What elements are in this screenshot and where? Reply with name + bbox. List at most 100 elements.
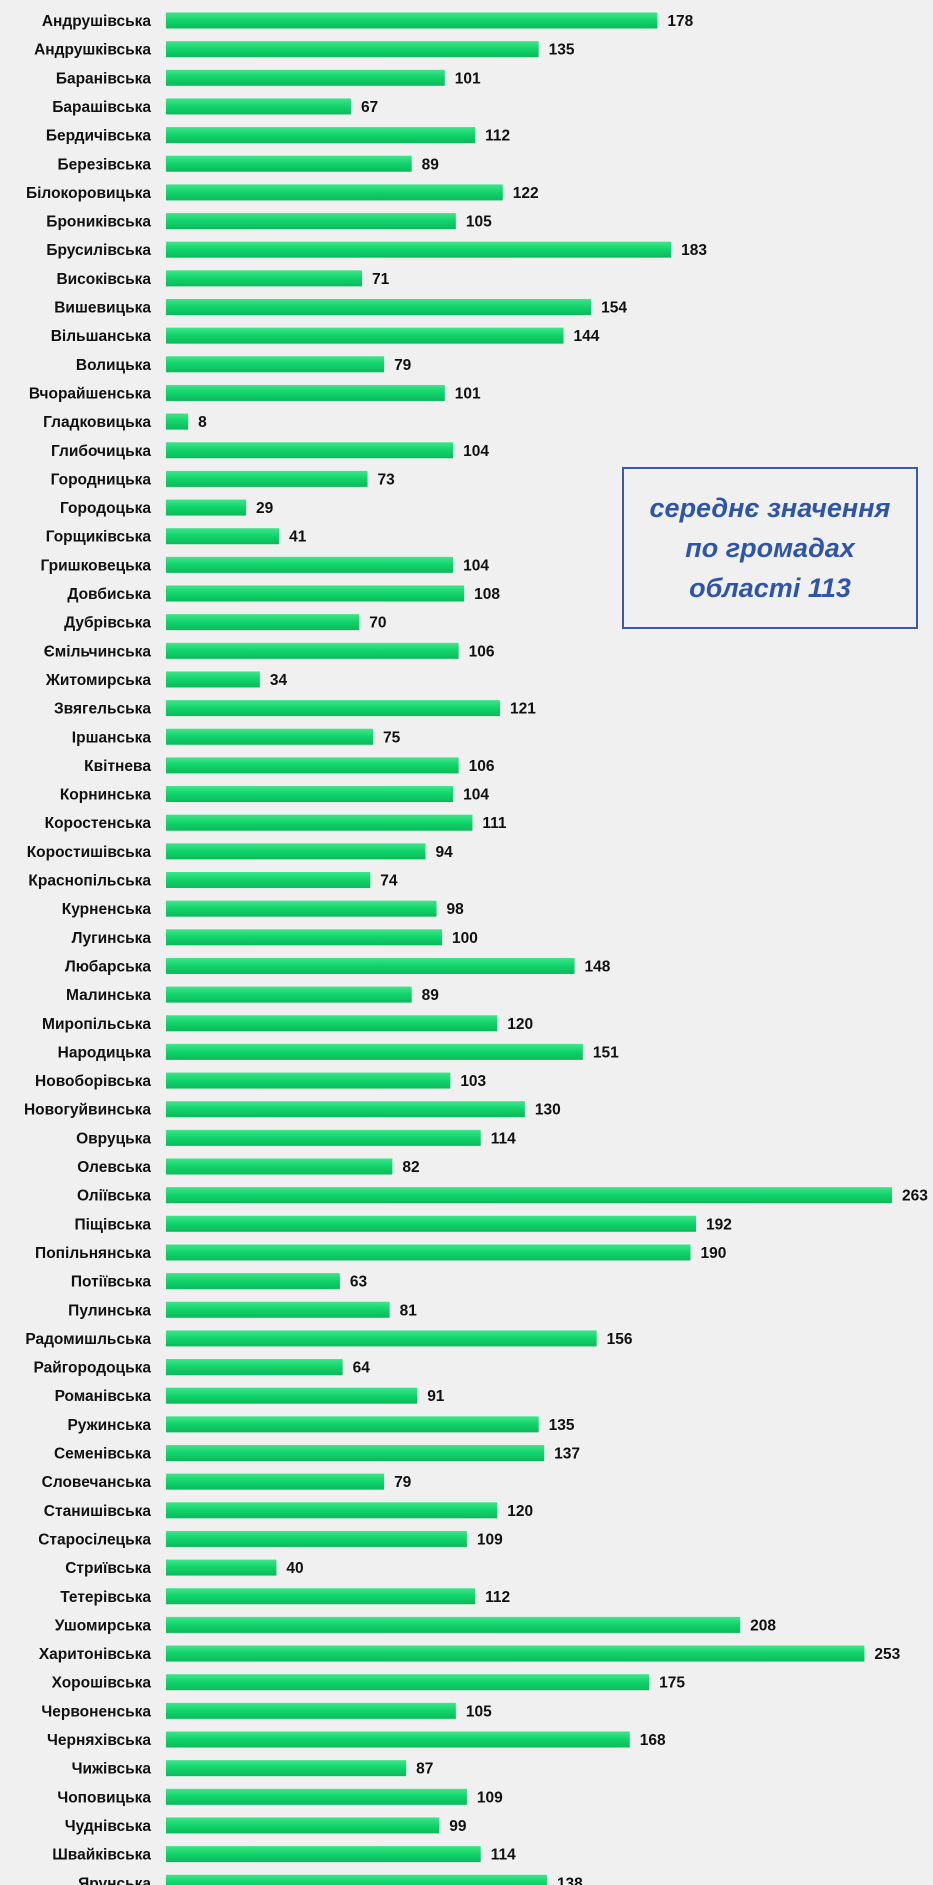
value-label: 74: [380, 873, 398, 890]
bar: [166, 585, 465, 602]
value-label: 263: [902, 1188, 928, 1205]
bar: [166, 1846, 481, 1863]
category-label: Глибочицька: [51, 443, 151, 460]
value-label: 104: [463, 787, 489, 804]
category-label: Барашівська: [52, 99, 151, 116]
value-label: 29: [256, 500, 274, 517]
bar: [166, 1330, 597, 1347]
bar: [166, 155, 412, 172]
category-label: Ярунська: [78, 1875, 151, 1885]
value-label: 106: [469, 643, 495, 660]
category-label: Курненська: [62, 901, 152, 918]
value-label: 91: [427, 1388, 445, 1405]
bar: [166, 127, 476, 144]
value-label: 99: [449, 1818, 467, 1835]
category-label: Черняхівська: [47, 1732, 151, 1749]
category-label: Харитонівська: [39, 1646, 152, 1663]
category-label: Лугинська: [72, 930, 152, 947]
category-label: Швайківська: [52, 1847, 151, 1864]
value-label: 253: [874, 1646, 900, 1663]
value-label: 120: [507, 1016, 533, 1033]
value-label: 112: [485, 1589, 510, 1606]
bar: [166, 1502, 498, 1519]
bar: [166, 356, 385, 373]
value-label: 81: [400, 1302, 418, 1319]
bar: [166, 1473, 385, 1490]
bar: [166, 814, 473, 831]
category-label: Горщиківська: [46, 529, 152, 546]
bar: [166, 384, 445, 401]
bar: [166, 642, 459, 659]
value-label: 156: [607, 1331, 633, 1348]
value-label: 192: [706, 1216, 732, 1233]
category-label: Городницька: [51, 471, 152, 488]
bar: [166, 299, 592, 315]
value-label: 135: [549, 42, 575, 59]
bar: [166, 1129, 481, 1146]
bar: [166, 556, 454, 573]
value-label: 89: [422, 987, 440, 1004]
category-label: Любарська: [65, 958, 151, 975]
value-label: 104: [463, 557, 489, 574]
value-label: 106: [469, 758, 495, 775]
bar: [166, 12, 658, 29]
category-label: Коростенська: [45, 815, 152, 832]
value-label: 148: [585, 958, 611, 975]
bar: [166, 1187, 892, 1204]
bar: [166, 1817, 440, 1834]
category-label: Миропільська: [42, 1016, 151, 1033]
value-label: 175: [659, 1675, 685, 1692]
category-label: Високівська: [56, 271, 151, 288]
value-label: 100: [452, 930, 478, 947]
bar: [166, 843, 426, 860]
bar: [166, 1359, 343, 1376]
value-label: 79: [394, 357, 412, 374]
value-label: 105: [466, 214, 492, 231]
bar: [166, 757, 459, 774]
bar: [166, 1273, 340, 1290]
bar: [166, 1387, 418, 1404]
value-label: 109: [477, 1531, 503, 1548]
bars-layer: Андрушівська 178 Андрушківська 135 Баранівсь…: [24, 12, 928, 1885]
category-label: Чоповицька: [57, 1789, 151, 1806]
bar: [166, 986, 412, 1003]
value-label: 108: [474, 586, 500, 603]
bar: [166, 1445, 545, 1461]
category-label: Коростишівська: [27, 844, 152, 861]
annotation-line-2: по громадах: [685, 533, 855, 563]
category-label: Краснопільська: [28, 873, 151, 890]
value-label: 8: [198, 414, 207, 431]
category-label: Корнинська: [60, 787, 152, 804]
average-annotation: середнє значення по громадах області 113: [622, 467, 918, 629]
category-label: Малинська: [66, 987, 151, 1004]
category-label: Олевська: [77, 1159, 151, 1176]
category-label: Семенівська: [54, 1446, 151, 1463]
bar: [166, 1158, 393, 1175]
bar: [166, 614, 360, 631]
value-label: 135: [549, 1417, 575, 1434]
value-label: 109: [477, 1789, 503, 1806]
category-label: Тетерівська: [60, 1589, 151, 1606]
value-label: 168: [640, 1732, 666, 1749]
category-label: Станишівська: [44, 1503, 152, 1520]
category-label: Ушомирська: [55, 1617, 152, 1634]
value-label: 111: [482, 815, 507, 832]
category-label: Оліївська: [77, 1188, 151, 1205]
category-label: Андрушківська: [34, 42, 151, 59]
annotation-line-3: області 113: [689, 573, 851, 603]
value-label: 101: [455, 385, 481, 402]
bar: [166, 1674, 650, 1691]
value-label: 122: [513, 185, 539, 202]
bar: [166, 1702, 456, 1719]
value-label: 130: [535, 1102, 561, 1119]
category-label: Чижівська: [72, 1761, 152, 1778]
category-label: Баранівська: [56, 70, 152, 87]
bar: [166, 900, 437, 917]
bar: [166, 1215, 697, 1232]
bar: [166, 41, 539, 58]
category-label: Червоненська: [41, 1703, 151, 1720]
bar: [166, 929, 443, 946]
value-label: 104: [463, 443, 489, 460]
bar: [166, 69, 445, 86]
